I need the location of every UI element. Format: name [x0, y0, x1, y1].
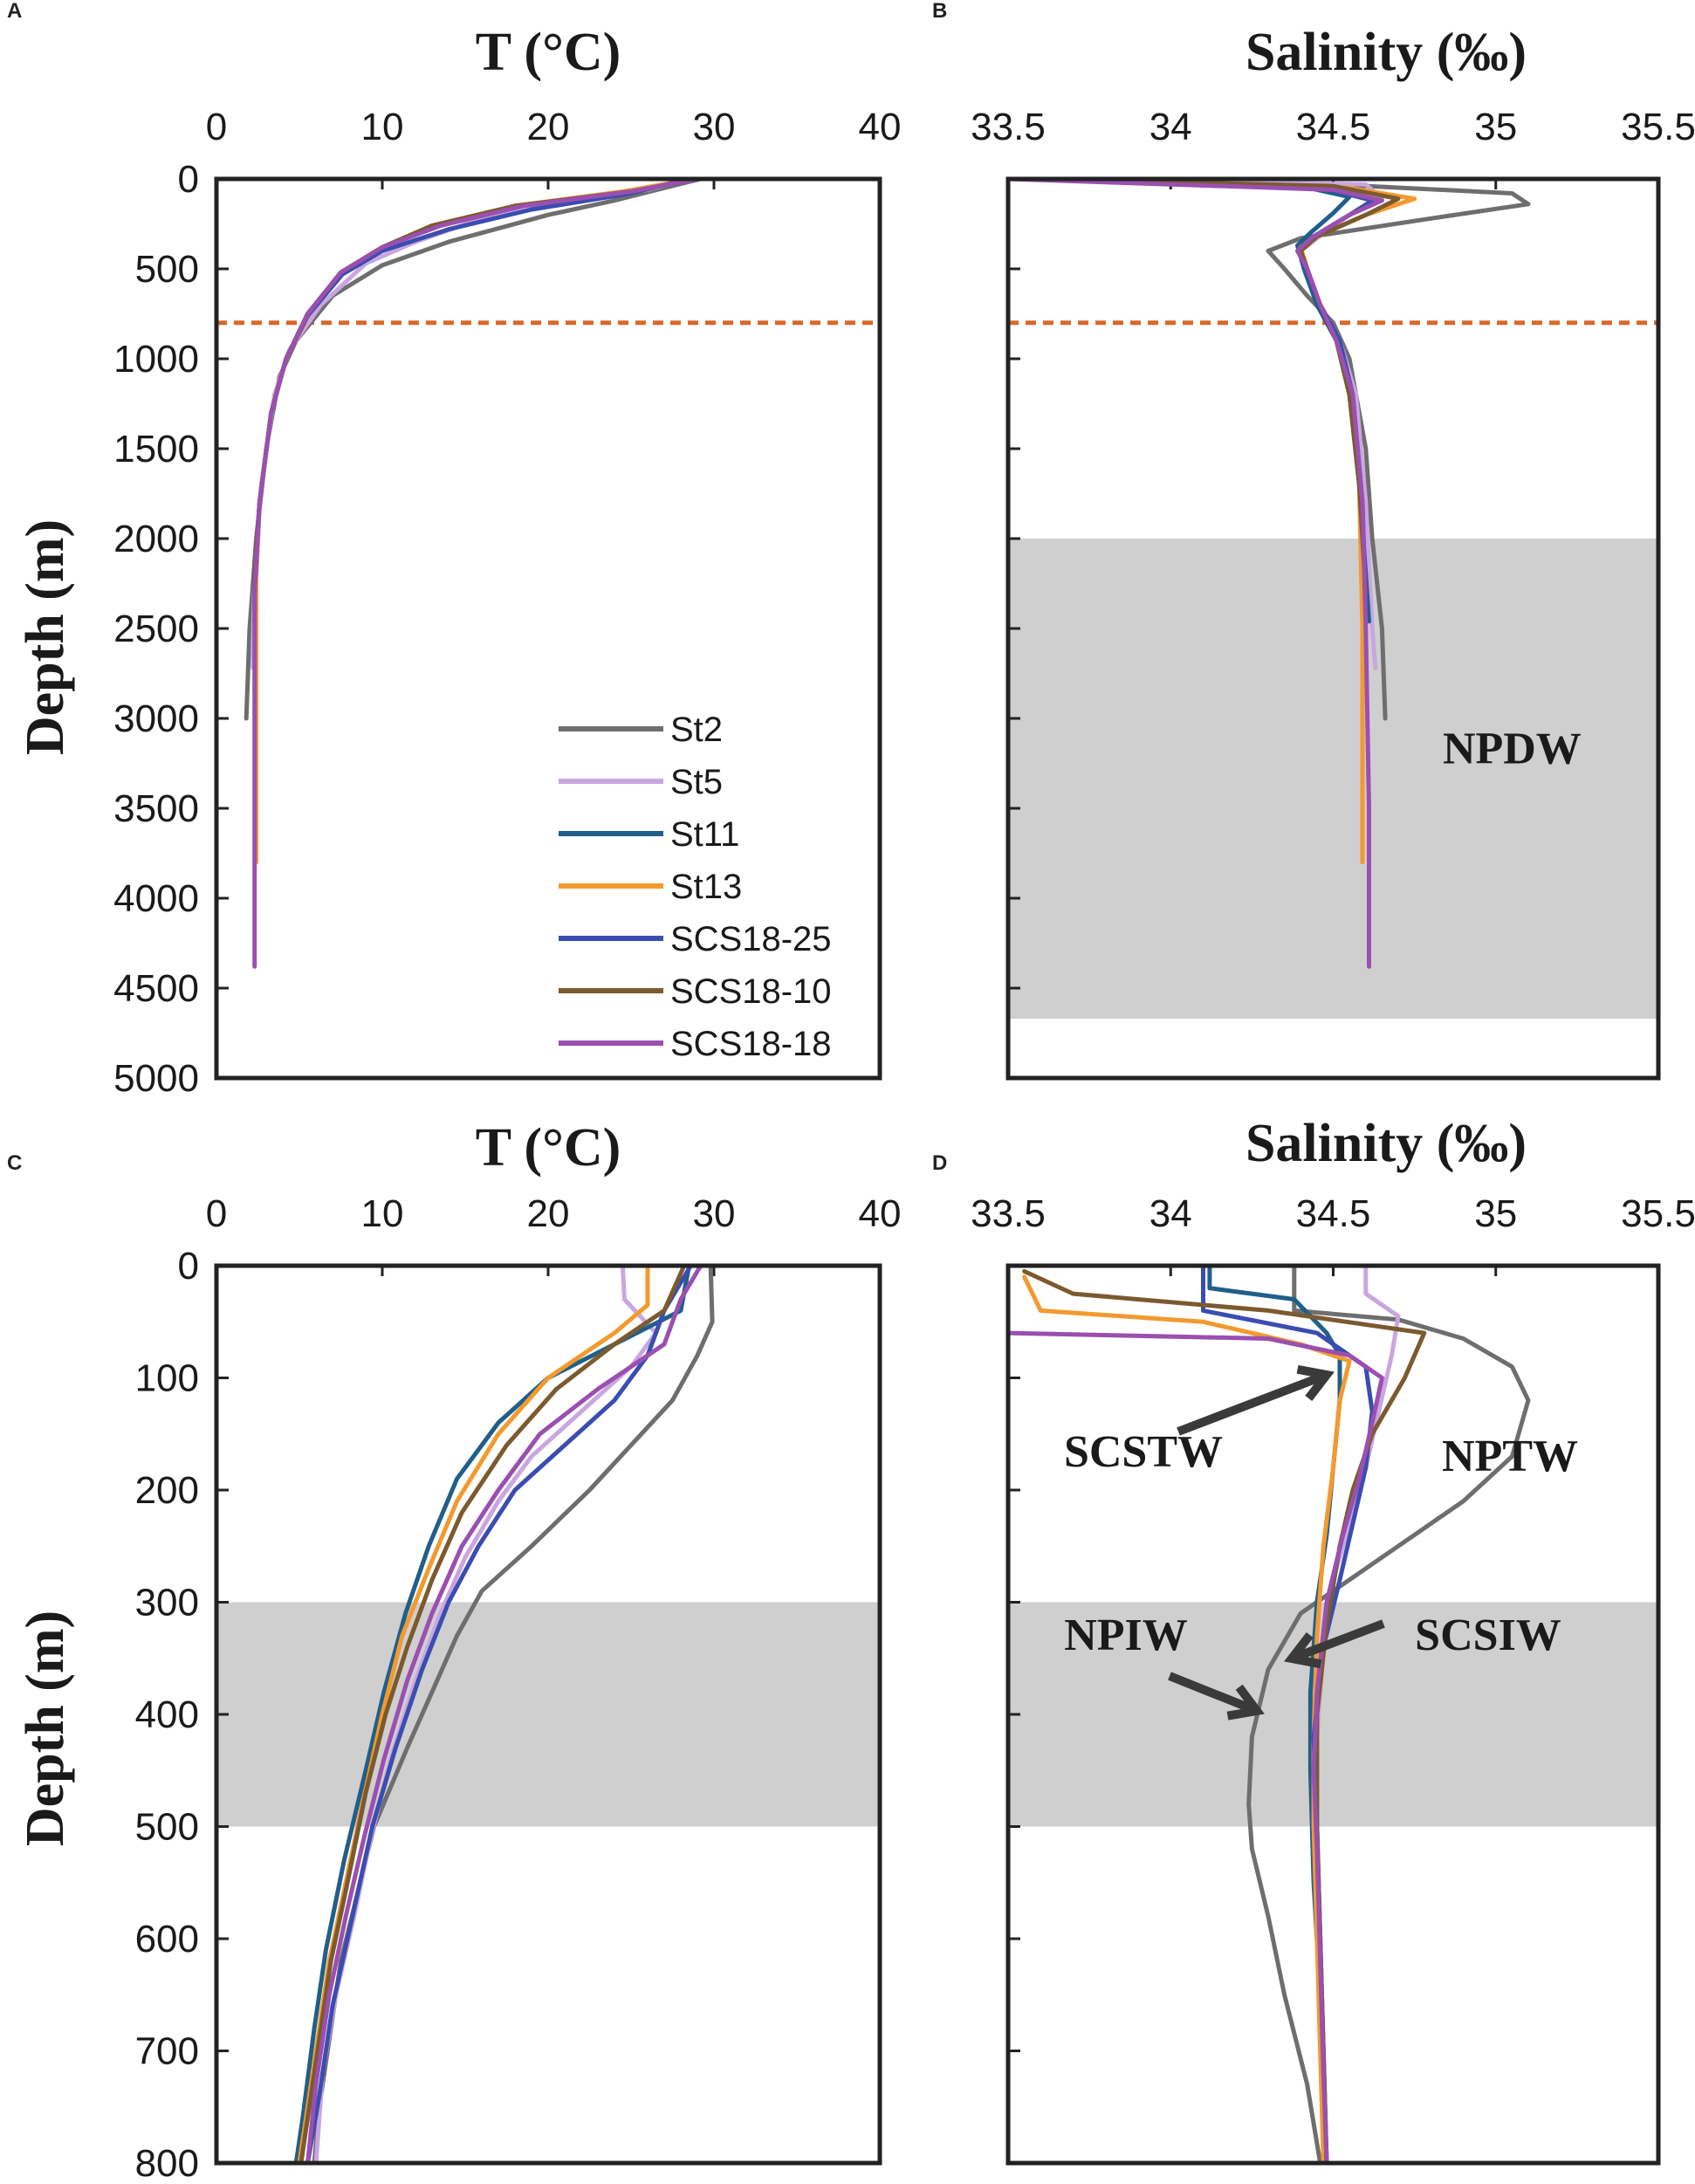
panel-c-ylabel: Depth (m): [16, 1611, 75, 1846]
panel-c-xtick-label: 0: [206, 1192, 227, 1235]
panel-a-xtick-label: 20: [527, 106, 570, 148]
panel-b-series-scs18-18: [1005, 176, 1384, 969]
panel-a-ytick-label: 500: [135, 248, 199, 291]
panel-d-series-st13: [1022, 1274, 1352, 2166]
panel-c-xtick-label: 20: [527, 1192, 570, 1235]
annotation-nptw: NPTW: [1442, 1432, 1578, 1481]
arrow-scstw: [1177, 1370, 1328, 1436]
panel-a-ytick-label: 3000: [113, 697, 199, 740]
panel-a-ylabel: Depth (m): [16, 519, 75, 755]
panel-a-ytick-label: 2500: [113, 608, 199, 650]
panel-c-ytick-label: 100: [135, 1357, 199, 1400]
panel-b-xtick-label: 34.5: [1296, 106, 1371, 148]
panel-a-series-st11: [252, 176, 700, 624]
panel-letter-a: A: [7, 0, 22, 23]
panel-d-xtick-label: 34.5: [1296, 1192, 1371, 1235]
panel-c-xtick-label: 30: [693, 1192, 736, 1235]
panel-c-xtick-label: 10: [361, 1192, 404, 1235]
panel-b-xlabel: Salinity (‰): [1246, 23, 1527, 82]
panel-b-series-st2: [1022, 176, 1531, 721]
panel-a-ytick-label: 0: [178, 158, 199, 201]
panel-b-plot: NPDW 33.5 34 34.5 35 35.5: [971, 106, 1695, 1081]
panel-d-plot: 33.5 34 34.5 35 35.5 SCSTW NPTW NPIW SCSIW: [971, 1192, 1695, 2166]
panel-b-xtick-label: 34: [1149, 106, 1192, 148]
panel-d-xlabel: Salinity (‰): [1246, 1114, 1527, 1173]
panel-a-ytick-label: 2000: [113, 518, 199, 560]
panel-c-frame: [214, 1263, 882, 2166]
legend-label-st11: St11: [670, 815, 739, 854]
panel-b-band-label: NPDW: [1443, 725, 1582, 774]
legend-label-scs18-25: SCS18-25: [670, 920, 832, 958]
panel-letter-d: D: [932, 1151, 947, 1175]
panel-b-xtick-label: 35: [1474, 106, 1517, 148]
arrow-head-scsiw: [1284, 1632, 1322, 1669]
panel-a-xlabel: T (°C): [476, 23, 621, 82]
panel-c-series-st11: [293, 1263, 691, 2166]
panel-a-ytick-label: 3500: [113, 787, 199, 830]
panel-a-plot: 0 10 20 30 40 0 500 1000 1500 2000 2500 3000 3500 400…: [113, 106, 901, 1100]
annotation-npiw: NPIW: [1064, 1611, 1188, 1660]
panel-c-xlabel: T (°C): [476, 1118, 621, 1178]
panel-c-shaded-band: [216, 1602, 880, 1827]
panel-c-ytick-label: 200: [135, 1469, 199, 1512]
legend-label-scs18-18: SCS18-18: [670, 1025, 832, 1063]
panel-a-xtick-label: 10: [361, 106, 404, 148]
panel-a-ytick-label: 5000: [113, 1057, 199, 1100]
panel-c-series-scs18-18: [305, 1263, 703, 2166]
panel-c-ytick-label: 400: [135, 1693, 199, 1736]
panel-c-ytick-label: 700: [135, 2030, 199, 2073]
panel-a-series-st2: [244, 176, 703, 721]
legend-label-st13: St13: [670, 868, 742, 906]
panel-a-series-scs18-18: [252, 176, 700, 969]
annotation-scstw: SCSTW: [1064, 1427, 1223, 1477]
panel-b-shaded-band: [1008, 539, 1658, 1020]
annotation-scsiw: SCSIW: [1415, 1611, 1561, 1660]
panel-d-series-st2: [1246, 1263, 1531, 2166]
legend-label-st5: St5: [670, 763, 723, 801]
panel-b-frame: [1005, 176, 1661, 1081]
panel-d-xtick-label: 34: [1149, 1192, 1192, 1235]
panel-c-ytick-label: 600: [135, 1918, 199, 1961]
panel-b-series-scs18-10: [1038, 176, 1401, 595]
legend-label-scs18-10: SCS18-10: [670, 972, 832, 1011]
panel-b-xtick-label: 35.5: [1621, 106, 1695, 148]
panel-d-series-scs18-18: [1005, 1330, 1384, 2166]
panel-letter-c: C: [7, 1151, 22, 1175]
panel-c-series-scs18-25: [305, 1263, 693, 2166]
panel-a-series-scs18-25: [252, 176, 691, 613]
panel-a-series-st13: [254, 176, 697, 865]
panel-letter-b: B: [932, 0, 947, 23]
panel-b-xtick-label: 33.5: [971, 106, 1046, 148]
panel-c-xtick-label: 40: [859, 1192, 902, 1235]
panel-c-ytick-label: 800: [135, 2142, 199, 2184]
panel-a-xtick-label: 30: [693, 106, 736, 148]
panel-a-series-scs18-10: [252, 176, 700, 595]
panel-a-ytick-label: 1500: [113, 428, 199, 470]
arrow-head-npiw: [1226, 1684, 1265, 1720]
panel-d-xtick-label: 35: [1474, 1192, 1517, 1235]
panel-c-series-scs18-10: [299, 1263, 687, 2166]
panel-a-series-st5: [250, 176, 691, 670]
panel-d-xtick-label: 35.5: [1621, 1192, 1695, 1235]
arrow-head-scstw: [1296, 1364, 1335, 1401]
panel-c-ytick-label: 0: [178, 1245, 199, 1288]
panel-a-ytick-label: 4000: [113, 877, 199, 920]
panel-d-frame: [1005, 1263, 1661, 2166]
arrow-npiw: [1168, 1672, 1259, 1715]
panel-c-ytick-label: 500: [135, 1806, 199, 1849]
legend-label-st2: St2: [670, 711, 723, 749]
panel-a-xtick-label: 0: [206, 106, 227, 148]
panel-d-xtick-label: 33.5: [971, 1192, 1046, 1235]
panel-a-xtick-label: 40: [859, 106, 902, 148]
arrow-scsiw: [1290, 1619, 1385, 1663]
panel-c-ytick-label: 300: [135, 1582, 199, 1624]
panel-a-ytick-label: 4500: [113, 967, 199, 1010]
panel-a-ytick-label: 1000: [113, 338, 199, 381]
panel-a-frame: [214, 176, 882, 1081]
